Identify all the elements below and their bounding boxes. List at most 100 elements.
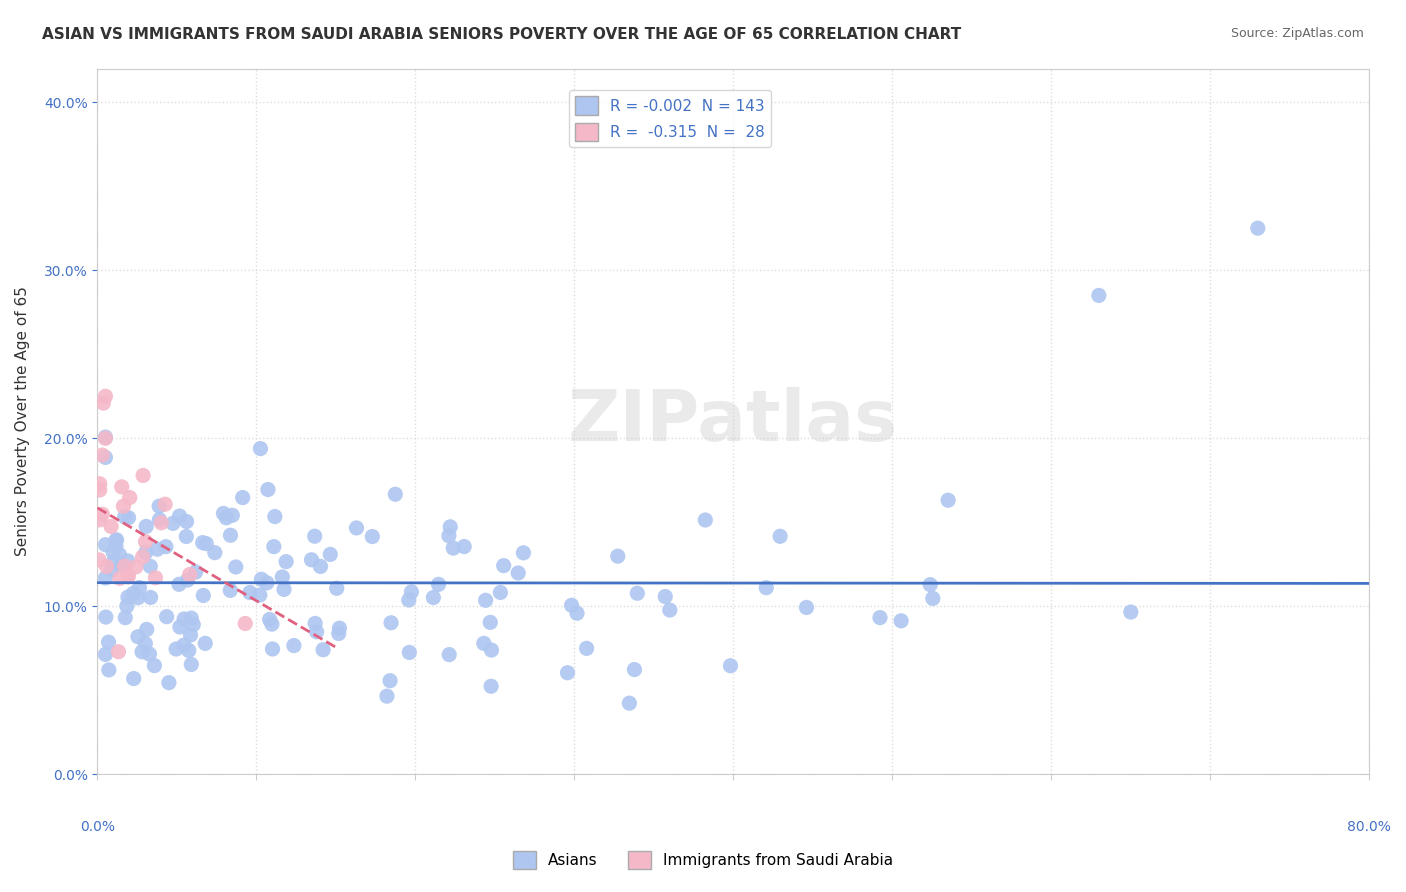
Point xyxy=(260,617,283,632)
Point xyxy=(869,610,891,624)
Point xyxy=(204,546,226,560)
Point xyxy=(380,615,402,630)
Point xyxy=(328,626,350,640)
Point xyxy=(263,509,285,524)
Point xyxy=(312,642,335,657)
Point xyxy=(101,545,124,559)
Point xyxy=(177,643,200,657)
Point xyxy=(191,535,214,549)
Point xyxy=(695,513,717,527)
Point xyxy=(179,567,201,582)
Point xyxy=(117,590,139,604)
Point xyxy=(606,549,628,564)
Point xyxy=(169,620,191,634)
Point xyxy=(375,689,398,703)
Point xyxy=(97,663,120,677)
Point xyxy=(112,499,135,513)
Point xyxy=(249,442,271,456)
Point xyxy=(132,468,155,483)
Point xyxy=(437,648,460,662)
Point xyxy=(153,497,176,511)
Point xyxy=(654,590,676,604)
Point xyxy=(250,572,273,586)
Point xyxy=(232,491,254,505)
Point xyxy=(361,530,384,544)
Point xyxy=(131,645,153,659)
Point xyxy=(135,623,157,637)
Point xyxy=(105,533,128,547)
Point xyxy=(143,658,166,673)
Point xyxy=(489,585,512,599)
Point xyxy=(755,581,778,595)
Point xyxy=(94,430,117,444)
Point xyxy=(401,585,423,599)
Point xyxy=(1247,221,1270,235)
Point xyxy=(575,641,598,656)
Point xyxy=(233,616,256,631)
Point xyxy=(127,591,149,605)
Point xyxy=(135,534,157,549)
Point xyxy=(89,476,111,491)
Point xyxy=(111,558,134,573)
Point xyxy=(1119,605,1142,619)
Point xyxy=(508,566,530,580)
Point xyxy=(122,586,145,600)
Text: Source: ZipAtlas.com: Source: ZipAtlas.com xyxy=(1230,27,1364,40)
Point xyxy=(134,637,156,651)
Point xyxy=(169,509,191,524)
Point xyxy=(623,663,645,677)
Point xyxy=(796,600,818,615)
Point xyxy=(103,554,125,568)
Point xyxy=(472,636,495,650)
Point xyxy=(479,679,502,693)
Point xyxy=(122,672,145,686)
Point xyxy=(239,585,262,599)
Point xyxy=(89,513,111,527)
Point xyxy=(91,448,114,462)
Point xyxy=(89,483,111,497)
Point xyxy=(145,571,167,585)
Legend: Asians, Immigrants from Saudi Arabia: Asians, Immigrants from Saudi Arabia xyxy=(506,845,900,875)
Point xyxy=(150,516,173,530)
Point xyxy=(87,553,110,567)
Point xyxy=(384,487,406,501)
Point xyxy=(328,621,350,635)
Point xyxy=(117,568,139,582)
Point xyxy=(180,657,202,672)
Point xyxy=(176,515,198,529)
Point xyxy=(97,635,120,649)
Point xyxy=(114,559,136,574)
Point xyxy=(107,645,129,659)
Point xyxy=(148,513,170,527)
Point xyxy=(920,577,942,591)
Point xyxy=(146,542,169,557)
Point xyxy=(96,559,118,574)
Point xyxy=(219,528,242,542)
Point xyxy=(936,493,959,508)
Point xyxy=(1088,288,1111,302)
Point xyxy=(104,539,127,553)
Point xyxy=(94,450,117,465)
Point xyxy=(91,508,114,522)
Point xyxy=(378,673,401,688)
Point xyxy=(94,431,117,445)
Point xyxy=(512,546,534,560)
Point xyxy=(114,610,136,624)
Point xyxy=(283,639,305,653)
Y-axis label: Seniors Poverty Over the Age of 65: Seniors Poverty Over the Age of 65 xyxy=(15,286,30,557)
Point xyxy=(422,591,444,605)
Point xyxy=(195,536,218,550)
Point xyxy=(135,545,157,559)
Point xyxy=(176,573,198,587)
Point xyxy=(100,519,122,533)
Point xyxy=(658,603,681,617)
Point xyxy=(304,529,326,543)
Point xyxy=(427,577,450,591)
Point xyxy=(139,591,162,605)
Point xyxy=(557,665,579,680)
Point xyxy=(212,507,235,521)
Point xyxy=(474,593,496,607)
Point xyxy=(304,616,326,631)
Point xyxy=(219,583,242,598)
Point xyxy=(305,624,328,639)
